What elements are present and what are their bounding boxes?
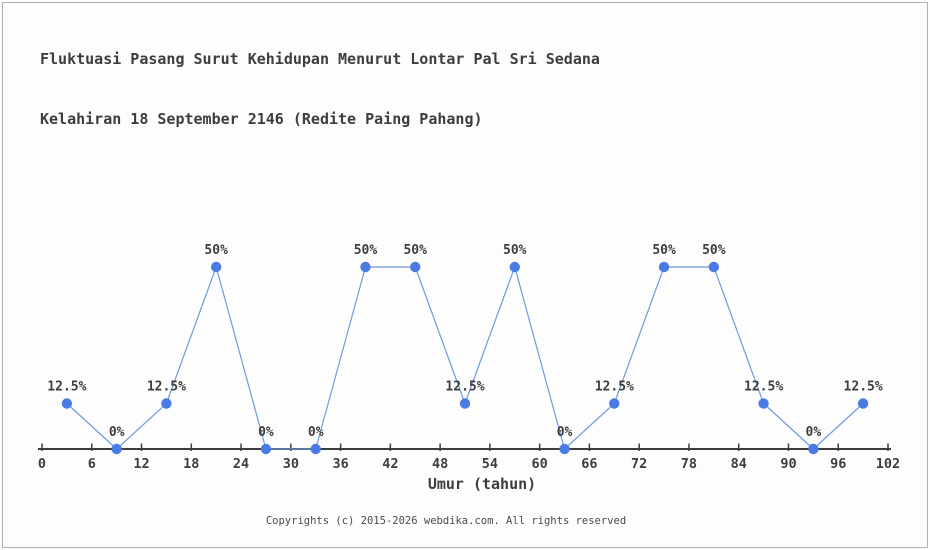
x-tick-label: 18	[183, 456, 199, 472]
data-point-label: 50%	[503, 243, 527, 258]
data-point-label: 12.5%	[844, 380, 883, 395]
chart-title: Fluktuasi Pasang Surut Kehidupan Menurut…	[40, 9, 600, 169]
data-point	[360, 261, 371, 273]
data-point-label: 12.5%	[595, 380, 634, 395]
data-point	[210, 261, 222, 273]
x-tick-label: 102	[876, 456, 900, 472]
data-point-label: 12.5%	[47, 380, 86, 395]
data-point-label: 0%	[258, 425, 274, 440]
copyright-text: Copyrights (c) 2015-2026 webdika.com. Al…	[265, 515, 627, 527]
data-point	[111, 443, 122, 455]
data-point-label: 12.5%	[445, 380, 484, 395]
data-point-label: 0%	[308, 425, 324, 440]
data-point-label: 12.5%	[744, 380, 783, 395]
data-point	[410, 261, 421, 273]
data-point	[708, 261, 720, 273]
x-tick-label: 90	[780, 456, 796, 472]
data-point-label: 0%	[109, 425, 125, 440]
x-tick-label: 36	[332, 456, 348, 472]
x-tick-label: 0	[38, 456, 46, 472]
x-tick-label: 48	[432, 456, 448, 472]
x-tick-label: 72	[631, 456, 647, 472]
data-point-label: 50%	[403, 243, 427, 258]
x-tick-label: 78	[681, 456, 697, 472]
x-tick-label: 6	[88, 456, 96, 472]
data-point	[609, 398, 620, 409]
series-line	[66, 265, 864, 451]
x-tick-label: 96	[830, 456, 846, 472]
x-tick-label: 60	[532, 456, 548, 472]
data-point	[161, 398, 172, 409]
x-tick-label: 42	[382, 456, 398, 472]
data-point-label: 50%	[652, 243, 676, 258]
data-point	[310, 443, 321, 455]
data-point-label: 0%	[557, 425, 573, 440]
x-tick-label: 66	[581, 456, 597, 472]
data-point	[758, 398, 769, 409]
x-tick-label: 30	[283, 456, 299, 472]
data-point	[857, 398, 869, 409]
x-tick-label: 12	[133, 456, 149, 472]
data-point	[808, 443, 819, 455]
data-point	[260, 443, 272, 455]
chart-title-line2: Kelahiran 18 September 2146 (Redite Pain…	[40, 110, 483, 128]
data-point-label: 50%	[702, 243, 726, 258]
data-point-label: 0%	[806, 425, 822, 440]
x-tick-label: 84	[731, 456, 747, 472]
data-point	[559, 443, 570, 455]
chart-title-line1: Fluktuasi Pasang Surut Kehidupan Menurut…	[40, 50, 600, 68]
data-point-label: 12.5%	[147, 380, 186, 395]
data-point	[459, 398, 471, 409]
data-point	[658, 261, 670, 273]
data-point	[509, 261, 520, 273]
x-axis-label: Umur (tahun)	[428, 475, 536, 493]
data-point-label: 50%	[204, 243, 228, 258]
data-point-label: 50%	[354, 243, 378, 258]
x-tick-label: 54	[482, 456, 498, 472]
data-point	[61, 398, 73, 409]
x-tick-label: 24	[233, 456, 249, 472]
